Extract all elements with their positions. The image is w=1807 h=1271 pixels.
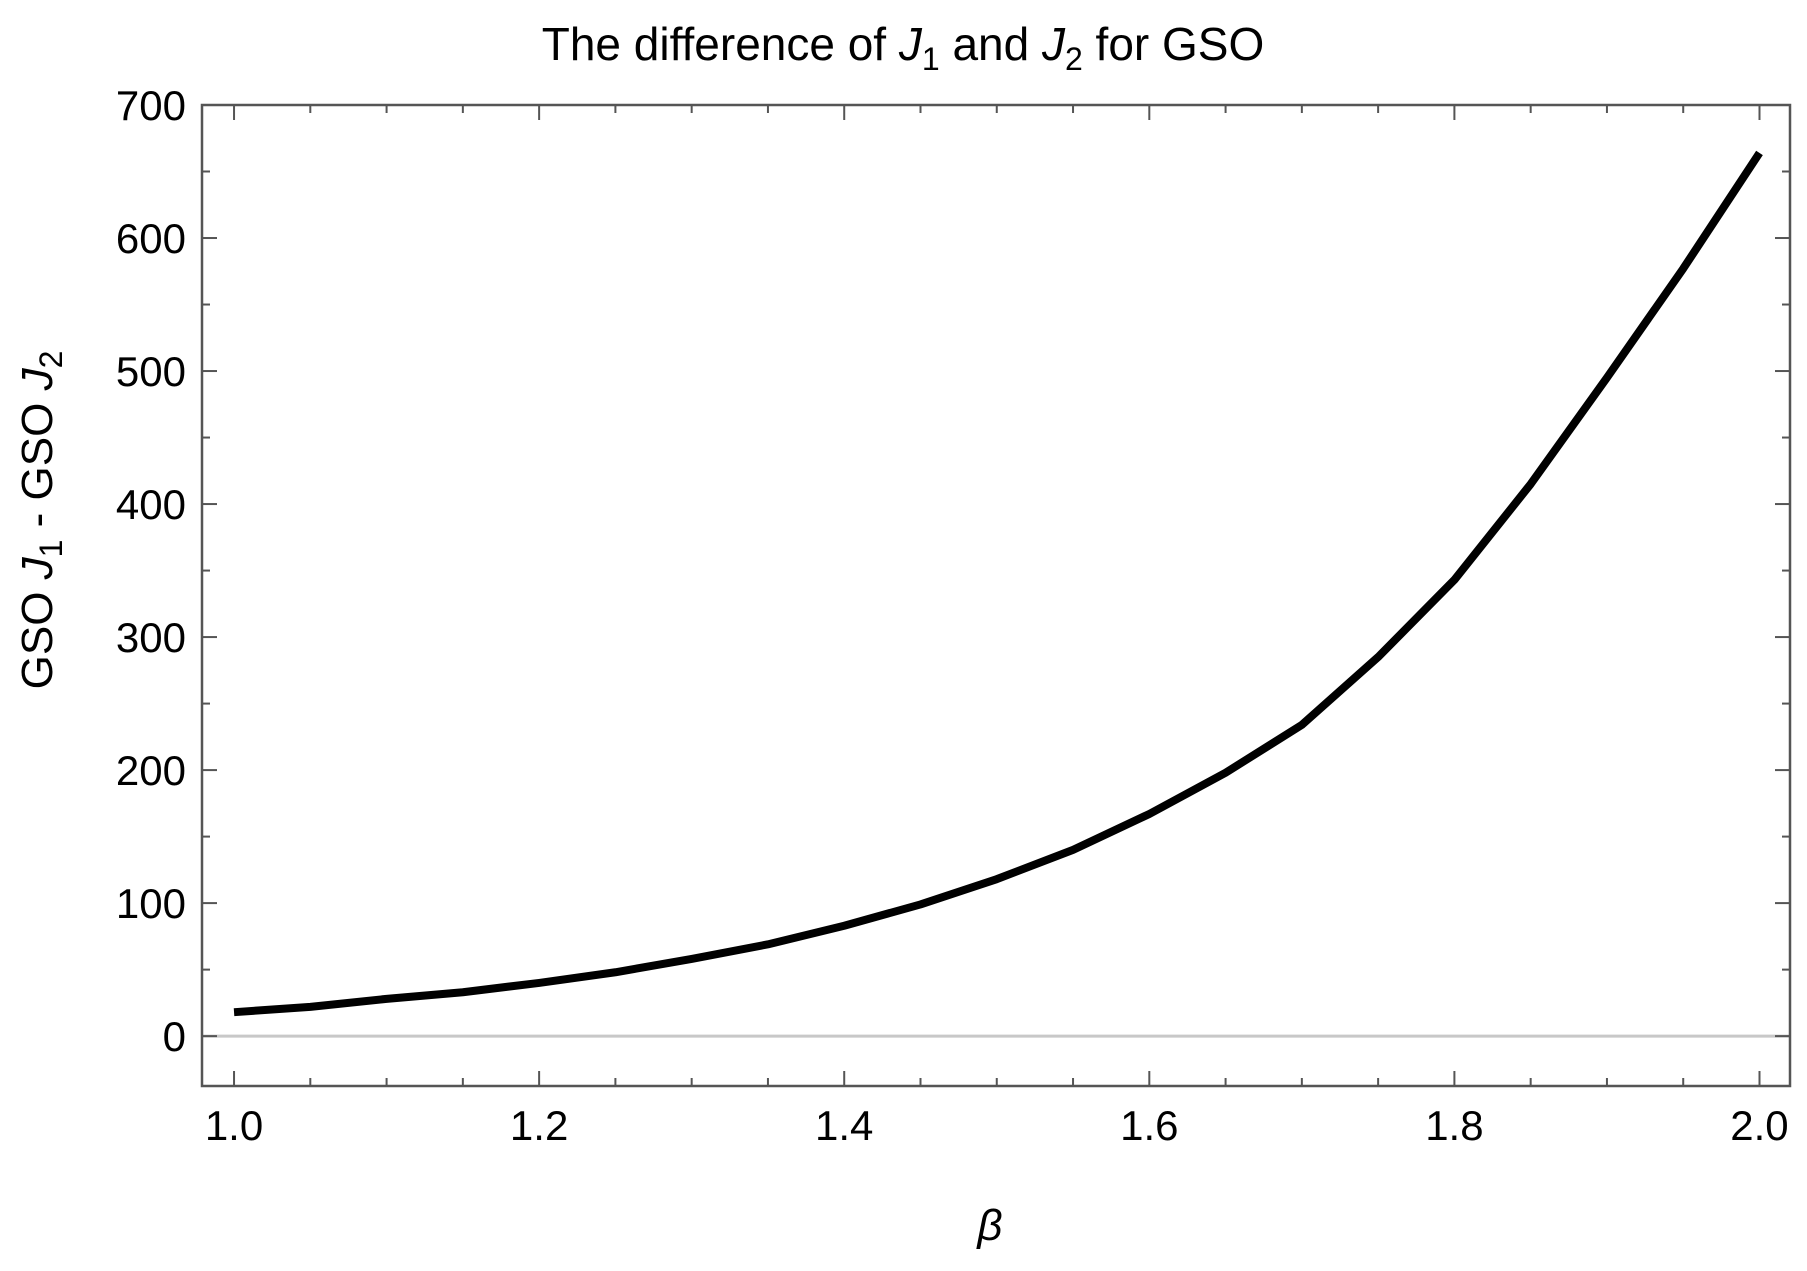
y-tick-label: 300 [116, 614, 186, 661]
y-tick-label: 600 [116, 215, 186, 262]
y-label-j1-symbol: J [13, 556, 62, 580]
x-axis-label: β [975, 1201, 1002, 1250]
y-label-minus: - GSO [13, 390, 62, 539]
y-tick-label: 100 [116, 880, 186, 927]
title-j2-subscript: 2 [1065, 41, 1083, 77]
plot-frame-layer [200, 103, 1792, 1088]
y-tick-label: 400 [116, 481, 186, 528]
y-axis-label: GSO J1 - GSO J2 [13, 351, 69, 690]
title-text-between: and [940, 18, 1042, 70]
title-j1-subscript: 1 [922, 41, 940, 77]
ticks-layer [202, 104, 1790, 1086]
title-text-before: The difference of [542, 18, 899, 70]
y-tick-label: 0 [163, 1013, 186, 1060]
x-tick-label: 2.0 [1730, 1102, 1788, 1149]
y-label-prefix: GSO [13, 579, 62, 689]
y-label-j2-symbol: J [13, 367, 62, 391]
title-text-after: for GSO [1083, 18, 1264, 70]
x-tick-label: 1.0 [205, 1102, 263, 1149]
y-label-j1-subscript: 1 [33, 540, 69, 558]
title-j2-symbol: J [1041, 18, 1066, 70]
y-tick-label: 200 [116, 747, 186, 794]
series-line-0 [233, 150, 1763, 1017]
x-tick-label: 1.4 [815, 1102, 873, 1149]
y-tick-label: 700 [116, 82, 186, 129]
y-label-j2-subscript: 2 [33, 351, 69, 369]
chart-title: The difference of J1 and J2 for GSO [542, 18, 1265, 77]
plot-frame [200, 103, 1792, 1088]
y-tick-labels: 0 100 200 300 400 500 600 700 [116, 82, 186, 1060]
title-j1-symbol: J [898, 18, 923, 70]
x-tick-label: 1.6 [1120, 1102, 1178, 1149]
series-layer [233, 150, 1763, 1017]
x-tick-label: 1.8 [1425, 1102, 1483, 1149]
x-tick-label: 1.2 [510, 1102, 568, 1149]
svg-text:GSO J1 - GSO J2: GSO J1 - GSO J2 [13, 351, 69, 690]
x-tick-labels: 1.0 1.2 1.4 1.6 1.8 2.0 [205, 1102, 1789, 1149]
svg-text:The difference of J1 and J2 fo: The difference of J1 and J2 for GSO [542, 18, 1265, 77]
y-tick-label: 500 [116, 348, 186, 395]
